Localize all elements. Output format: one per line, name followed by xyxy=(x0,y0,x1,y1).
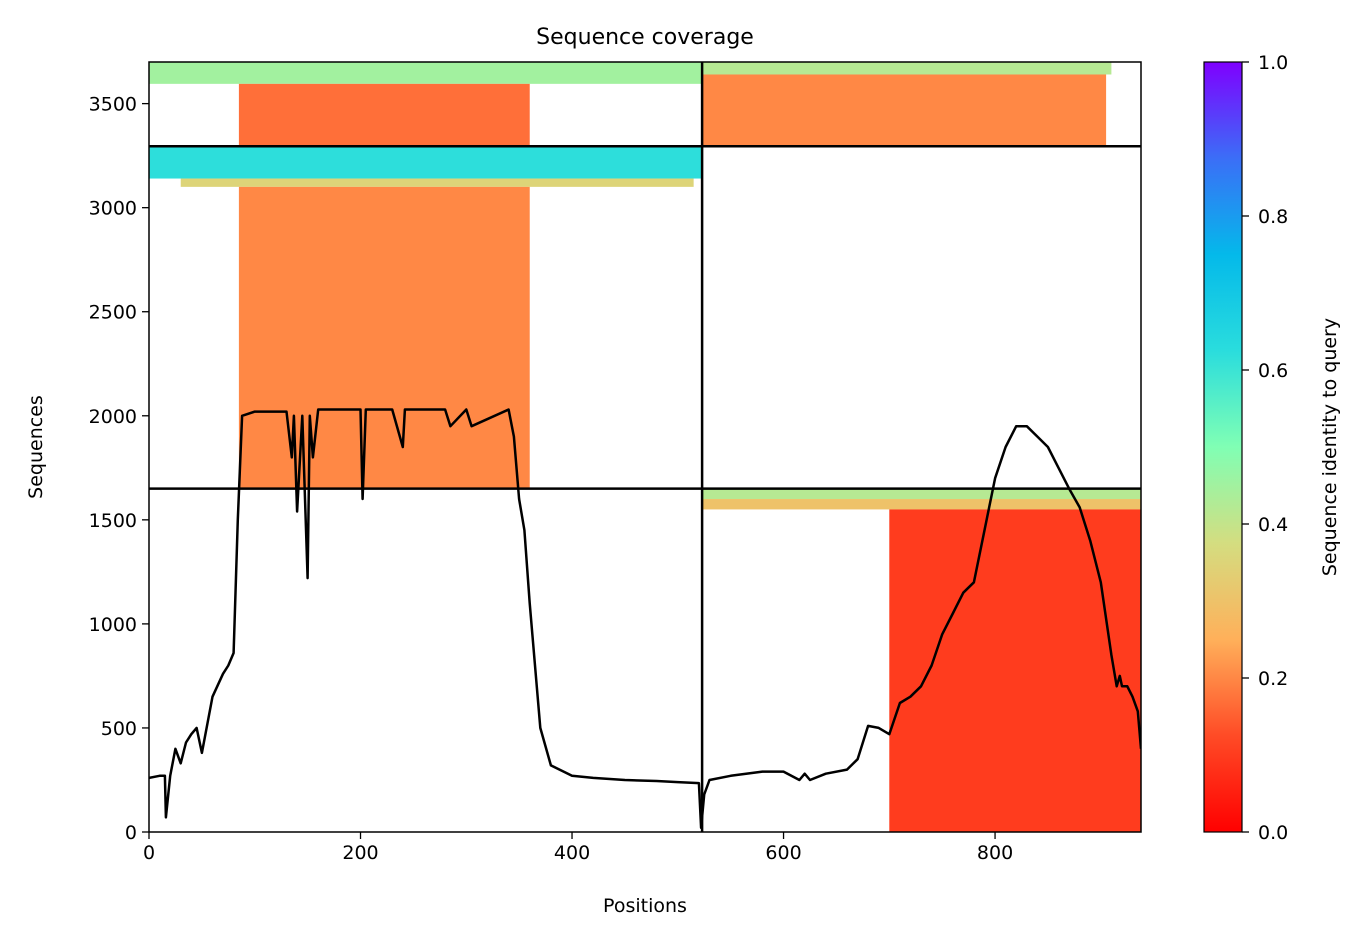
y-axis-label: Sequences xyxy=(25,395,47,499)
coverage-row-band xyxy=(238,186,530,489)
plot-area xyxy=(149,62,1141,832)
colorbar-tick-label: 0.4 xyxy=(1258,514,1288,536)
chart-title: Sequence coverage xyxy=(536,25,754,50)
x-tick-label: 200 xyxy=(342,842,378,864)
y-axis: 0 500 1000 1500 2000 2500 3000 3500 xyxy=(89,94,149,844)
x-axis: 0 200 400 600 800 xyxy=(143,832,1013,864)
colorbar-tick-label: 1.0 xyxy=(1258,52,1288,74)
coverage-row-band xyxy=(149,62,703,84)
coverage-row-band xyxy=(889,509,1141,832)
y-tick-label: 0 xyxy=(125,822,137,844)
coverage-row-band xyxy=(702,499,1141,510)
coverage-row-band xyxy=(702,74,1107,146)
y-tick-label: 2500 xyxy=(89,302,137,324)
block-divider-lines xyxy=(149,62,1141,832)
colorbar-label: Sequence identity to query xyxy=(1319,318,1341,576)
y-tick-label: 1500 xyxy=(89,510,137,532)
coverage-blocks xyxy=(149,62,1141,832)
coverage-row-band xyxy=(702,62,1112,75)
colorbar-tick-label: 0.8 xyxy=(1258,206,1288,228)
colorbar-ticks: 0.0 0.2 0.4 0.6 0.8 1.0 xyxy=(1242,52,1288,844)
coverage-line xyxy=(149,408,1141,830)
colorbar xyxy=(1203,61,1243,833)
y-tick-label: 3500 xyxy=(89,94,137,116)
coverage-row-band xyxy=(149,146,703,179)
x-tick-label: 400 xyxy=(554,842,590,864)
y-tick-label: 3000 xyxy=(89,198,137,220)
coverage-row-band xyxy=(238,83,530,146)
coverage-row-band xyxy=(180,178,694,187)
colorbar-tick-label: 0.6 xyxy=(1258,360,1288,382)
colorbar-tick-label: 0.2 xyxy=(1258,668,1288,690)
coverage-row-band xyxy=(702,488,1141,500)
colorbar-tick-label: 0.0 xyxy=(1258,822,1288,844)
y-tick-label: 2000 xyxy=(89,406,137,428)
plot-frame xyxy=(148,61,1142,833)
x-tick-label: 800 xyxy=(977,842,1013,864)
x-tick-label: 600 xyxy=(765,842,801,864)
y-tick-label: 1000 xyxy=(89,614,137,636)
x-axis-label: Positions xyxy=(603,895,687,917)
y-tick-label: 500 xyxy=(101,718,137,740)
x-tick-label: 0 xyxy=(143,842,155,864)
